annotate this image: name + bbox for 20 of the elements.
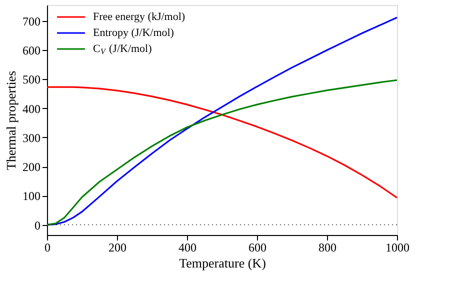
y-tick-label: 600 bbox=[22, 44, 40, 58]
legend-label: Free energy (kJ/mol) bbox=[93, 11, 186, 23]
line-series bbox=[46, 79, 398, 226]
y-tick-label: 100 bbox=[22, 189, 40, 204]
line-series bbox=[46, 86, 398, 199]
y-tick-label: 200 bbox=[22, 160, 40, 174]
y-tick-label: 300 bbox=[22, 130, 40, 145]
x-axis-title: Temperature (K) bbox=[179, 256, 266, 270]
y-tick-label: 0 bbox=[34, 218, 40, 232]
x-tick-label: 400 bbox=[178, 240, 196, 254]
x-tick-label: 0 bbox=[44, 240, 50, 254]
legend-label: Entropy (J/K/mol) bbox=[93, 27, 174, 39]
x-tick-label: 800 bbox=[318, 240, 336, 254]
x-tick-label: 1000 bbox=[386, 240, 410, 254]
y-tick-label: 700 bbox=[22, 14, 40, 29]
x-tick-label: 600 bbox=[248, 240, 266, 254]
y-axis-title: Thermal properties bbox=[4, 70, 18, 170]
y-tick-label: 400 bbox=[22, 102, 40, 116]
x-tick-label: 200 bbox=[108, 240, 126, 254]
y-tick-label: 500 bbox=[22, 72, 40, 87]
